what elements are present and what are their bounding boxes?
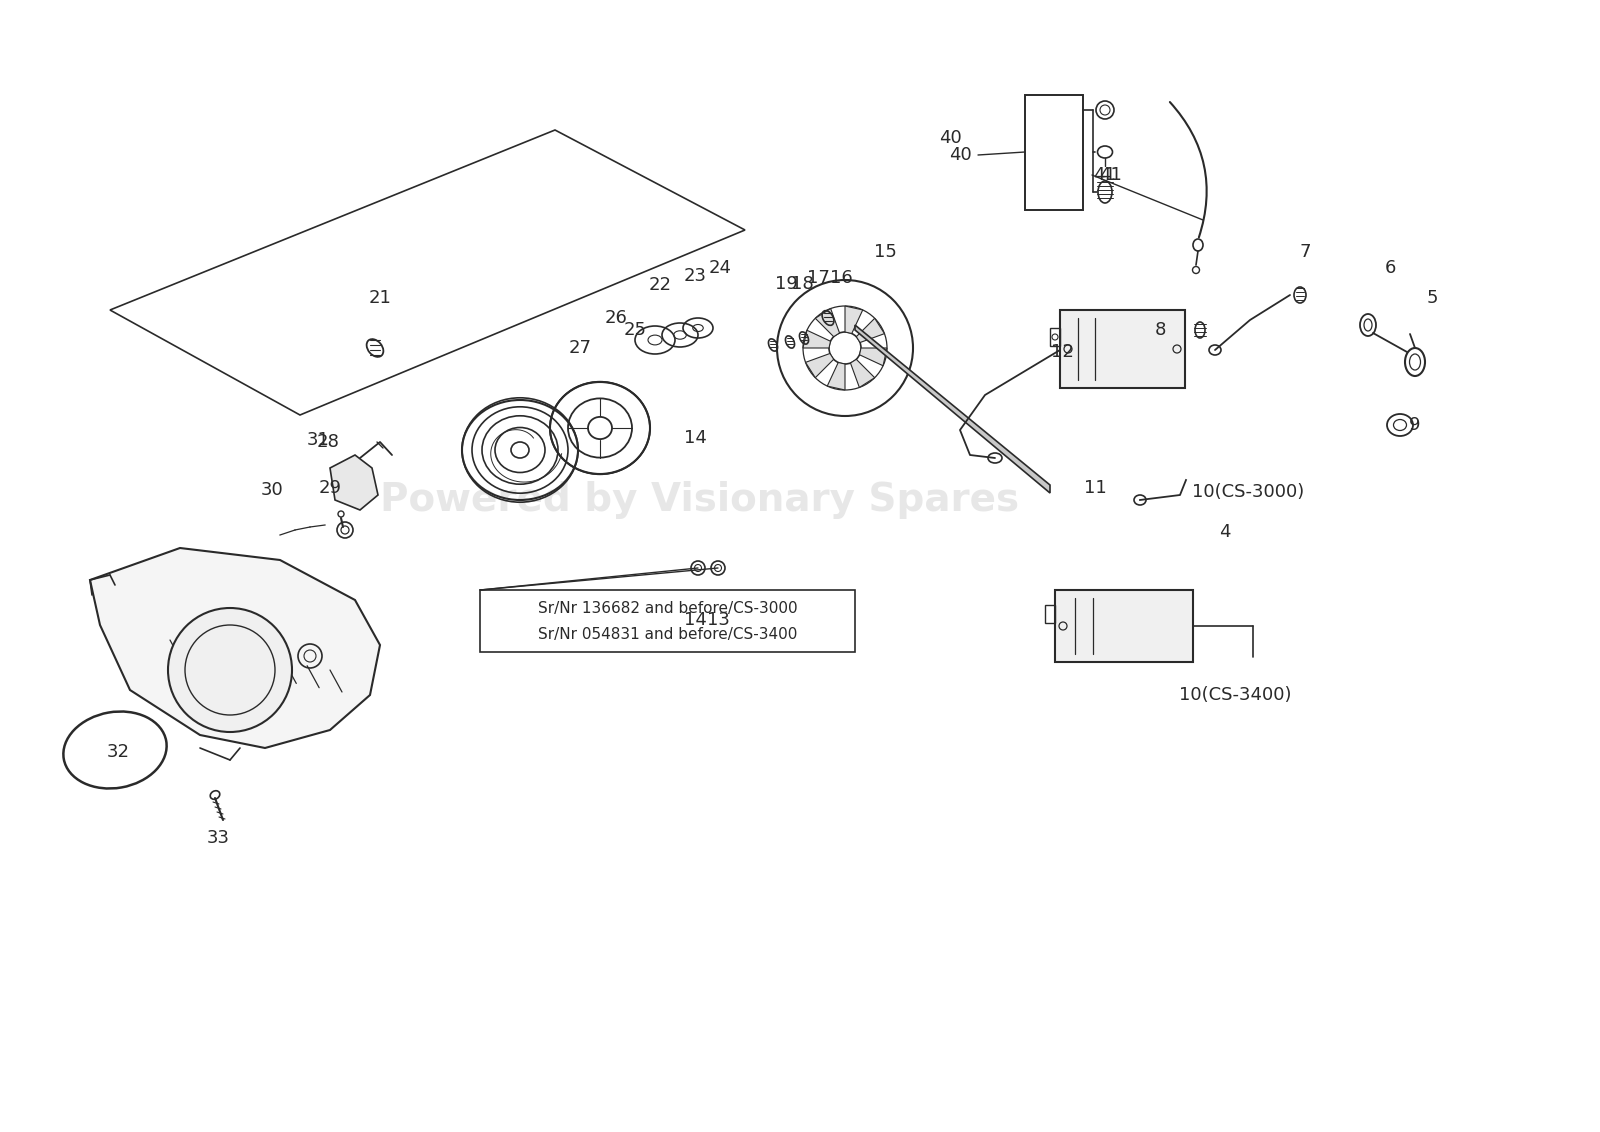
Text: 10(CS-3000): 10(CS-3000) — [1192, 483, 1304, 501]
Text: 4: 4 — [1219, 523, 1230, 541]
Polygon shape — [803, 331, 830, 348]
Ellipse shape — [168, 608, 291, 732]
Bar — [1050, 328, 1059, 346]
Text: 10(CS-3400): 10(CS-3400) — [1179, 686, 1291, 704]
Text: 14: 14 — [683, 611, 707, 629]
Text: 15: 15 — [874, 243, 896, 261]
Text: 5: 5 — [1426, 289, 1438, 307]
Text: 12: 12 — [1051, 343, 1074, 361]
Text: Sr/Nr 054831 and before/CS-3400: Sr/Nr 054831 and before/CS-3400 — [538, 627, 797, 642]
Polygon shape — [845, 306, 862, 334]
Text: 29: 29 — [318, 479, 341, 497]
Polygon shape — [859, 348, 886, 366]
Text: 40: 40 — [949, 146, 971, 164]
Text: 40: 40 — [939, 129, 962, 147]
Text: 26: 26 — [605, 309, 627, 327]
Text: 23: 23 — [683, 267, 707, 285]
Text: 33: 33 — [206, 829, 229, 847]
Text: 31: 31 — [307, 431, 330, 449]
Polygon shape — [90, 548, 381, 748]
Text: 41: 41 — [1099, 166, 1122, 185]
Text: 32: 32 — [107, 743, 130, 761]
Polygon shape — [827, 362, 845, 391]
Text: 16: 16 — [830, 269, 853, 288]
Text: 30: 30 — [261, 481, 283, 499]
Text: 7: 7 — [1299, 243, 1310, 261]
Text: Powered by Visionary Spares: Powered by Visionary Spares — [381, 481, 1019, 518]
Text: 24: 24 — [709, 259, 731, 277]
Polygon shape — [816, 309, 840, 336]
Text: 8: 8 — [1154, 321, 1166, 338]
Text: 25: 25 — [624, 321, 646, 338]
Text: 27: 27 — [568, 338, 592, 357]
Text: 11: 11 — [1083, 479, 1106, 497]
Text: Sr/Nr 136682 and before/CS-3000: Sr/Nr 136682 and before/CS-3000 — [538, 601, 797, 616]
Text: 6: 6 — [1384, 259, 1395, 277]
Polygon shape — [854, 325, 1050, 494]
Text: 17: 17 — [806, 269, 829, 288]
Text: 9: 9 — [1410, 415, 1421, 434]
Text: 18: 18 — [790, 275, 813, 293]
Text: 21: 21 — [368, 289, 392, 307]
Polygon shape — [330, 455, 378, 511]
Bar — [1026, 95, 1083, 211]
Polygon shape — [851, 359, 875, 387]
Text: 14: 14 — [683, 429, 707, 447]
Bar — [1059, 310, 1186, 388]
Polygon shape — [805, 353, 834, 378]
Text: 19: 19 — [774, 275, 797, 293]
Text: 41: 41 — [1093, 166, 1117, 185]
Bar — [1045, 604, 1054, 623]
Bar — [480, 590, 854, 652]
Text: 28: 28 — [317, 434, 339, 451]
Bar — [1054, 590, 1194, 662]
Text: 13: 13 — [707, 611, 730, 629]
Text: 22: 22 — [648, 276, 672, 294]
Polygon shape — [856, 318, 885, 343]
